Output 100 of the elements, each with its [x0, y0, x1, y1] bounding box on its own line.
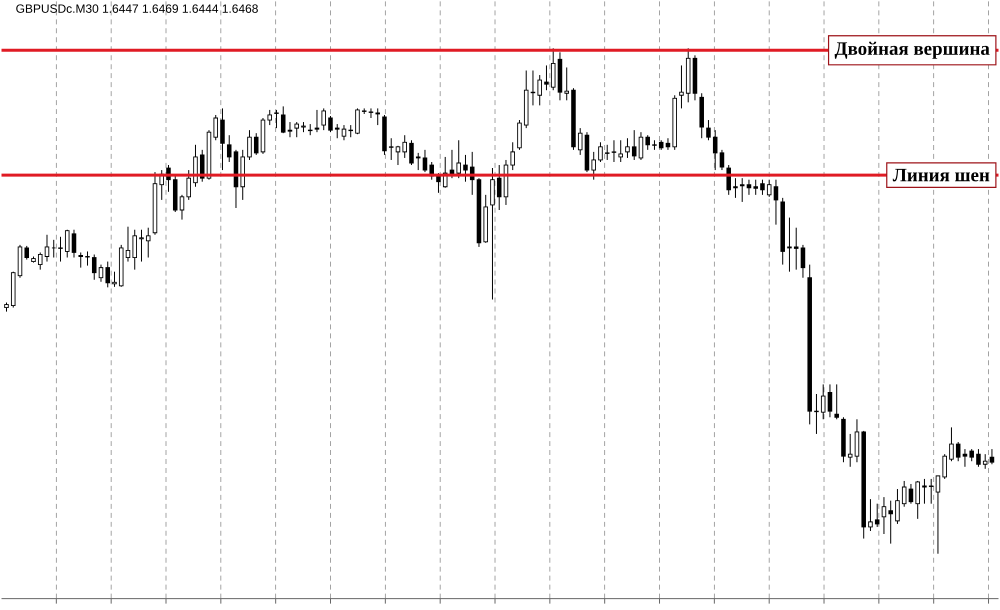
candlestick	[463, 154, 468, 182]
candlestick	[712, 129, 718, 170]
candlestick	[828, 384, 832, 418]
candlestick	[746, 178, 752, 196]
candlestick	[112, 270, 117, 288]
candlestick	[787, 216, 792, 272]
candlestick	[908, 483, 914, 504]
candlestick	[760, 178, 765, 196]
candlestick	[922, 478, 927, 504]
candlestick	[794, 226, 798, 270]
candlestick	[422, 149, 428, 172]
candlestick	[416, 152, 420, 170]
candlestick	[949, 426, 954, 462]
candlestick	[564, 66, 569, 101]
candlestick	[226, 134, 232, 162]
candlestick	[882, 496, 886, 534]
candlestick	[632, 129, 636, 160]
candlestick	[280, 106, 286, 134]
candlestick	[375, 108, 380, 126]
candlestick	[92, 254, 97, 280]
candlestick	[308, 123, 312, 136]
candlestick	[24, 245, 30, 260]
candlestick	[220, 108, 225, 170]
candlestick	[618, 140, 623, 162]
candlestick	[402, 134, 407, 158]
candlestick	[895, 488, 900, 524]
candlestick	[342, 124, 346, 141]
candlestick	[348, 124, 353, 138]
candlestick	[247, 129, 252, 160]
candlestick	[126, 226, 130, 262]
candlestick	[38, 252, 43, 270]
candlestick	[301, 121, 306, 132]
candlestick	[72, 229, 76, 258]
candlestick	[679, 64, 684, 109]
candlestick	[496, 164, 502, 210]
candlestick	[625, 138, 630, 158]
candlestick	[146, 226, 151, 258]
candlestick	[652, 140, 657, 150]
candlestick	[274, 109, 279, 128]
candlestick	[510, 142, 515, 170]
candlestick	[139, 229, 144, 262]
candlestick	[936, 475, 940, 554]
candlestick	[58, 236, 63, 262]
candlestick	[888, 500, 893, 544]
candlestick	[578, 127, 582, 156]
candlestick	[254, 132, 258, 156]
candlestick	[612, 140, 616, 162]
candlestick	[78, 252, 84, 268]
candlestick	[834, 384, 839, 420]
candlestick	[85, 250, 90, 266]
candlestick	[956, 441, 960, 462]
candlestick	[334, 123, 340, 139]
candlestick	[321, 108, 326, 130]
candlestick	[544, 64, 549, 91]
candlestick	[820, 384, 826, 420]
candlestick	[44, 234, 50, 262]
candlestick	[105, 260, 110, 288]
candlestick	[4, 302, 9, 312]
candlestick	[288, 121, 292, 138]
ref-line-label: Линия шен	[892, 168, 990, 182]
candlestick	[638, 131, 644, 160]
candlestick	[409, 140, 414, 166]
candlestick	[976, 448, 981, 468]
candlestick	[355, 108, 360, 134]
candlestick	[550, 48, 556, 91]
candlestick	[537, 74, 542, 106]
candlestick	[388, 138, 394, 160]
candlestick	[604, 144, 610, 160]
ref-line-label: Двойная вершина	[834, 42, 990, 59]
candlestick	[328, 115, 333, 132]
candlestick	[666, 138, 670, 150]
candlestick	[848, 433, 852, 468]
candlestick	[774, 178, 778, 225]
candlestick	[64, 229, 70, 258]
candlestick	[645, 134, 650, 150]
candlestick	[598, 142, 603, 162]
candlestick	[928, 478, 934, 504]
candlestick	[98, 264, 104, 282]
candlestick	[396, 145, 400, 166]
candlestick	[814, 393, 819, 434]
candlestick	[962, 448, 968, 468]
chart-title: GBPUSDc.M30 1.6447 1.6469 1.6444 1.6468	[16, 4, 258, 13]
candlestick	[456, 140, 461, 178]
candlestick	[982, 453, 988, 470]
candlestick	[874, 502, 880, 528]
candlestick	[314, 109, 320, 132]
candlestick	[720, 149, 724, 170]
candlestick	[969, 448, 974, 462]
candlestick	[213, 114, 218, 141]
candlestick	[766, 178, 772, 198]
candlestick	[915, 480, 920, 520]
candlestick	[902, 480, 906, 508]
candlestick	[368, 108, 374, 118]
candlestick	[180, 194, 184, 220]
candlestick	[591, 151, 596, 180]
candlestick	[186, 169, 191, 200]
candlestick	[267, 109, 272, 126]
candlestick	[990, 448, 994, 465]
candlestick	[706, 119, 711, 141]
candlestick	[800, 244, 806, 278]
